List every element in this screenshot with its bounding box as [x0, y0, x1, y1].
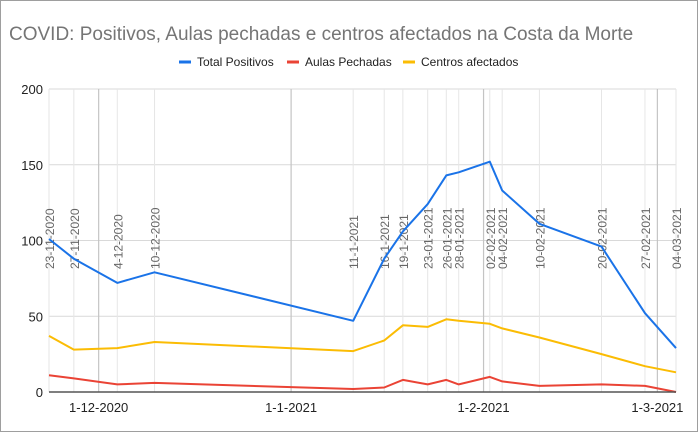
- chart-title: COVID: Positivos, Aulas pechadas e centr…: [9, 24, 633, 45]
- legend-label: Aulas Pechadas: [305, 55, 392, 69]
- y-tick-label: 50: [29, 309, 43, 324]
- x-tick-label: 1-12-2020: [69, 400, 128, 415]
- legend: Total Positivos Aulas Pechadas Centros afe…: [179, 55, 518, 69]
- point-label: 04-02-2021: [496, 207, 510, 269]
- point-label: 26-01-2021: [440, 207, 454, 269]
- point-label: 28-01-2021: [453, 207, 467, 269]
- point-label: 02-02-2021: [484, 207, 498, 269]
- y-tick-label: 0: [36, 385, 43, 400]
- point-label: 27-02-2021: [639, 207, 653, 269]
- legend-item[interactable]: Centros afectados: [403, 55, 518, 69]
- y-tick-label: 200: [21, 82, 43, 97]
- series-line-centros-afectados: [48, 318, 677, 374]
- point-label: 23-01-2021: [422, 207, 436, 269]
- point-label: 10-02-2021: [533, 207, 547, 269]
- axes: 0 50 100 150 200 1-12-2020 1-1-2021 1-2-2021 1-3…: [21, 82, 683, 415]
- series-lines: [48, 160, 677, 393]
- point-label: 04-03-2021: [670, 207, 684, 269]
- point-label: 19-1-2021: [397, 214, 411, 269]
- grid: [48, 88, 677, 393]
- point-label: 4-12-2020: [111, 214, 125, 269]
- point-label: 27-11-2020: [68, 208, 82, 269]
- x-tick-label: 1-1-2021: [265, 400, 317, 415]
- legend-label: Centros afectados: [421, 55, 518, 69]
- y-tick-label: 150: [21, 158, 43, 173]
- point-label: 16-1-2021: [378, 214, 392, 269]
- series-line-aulas-pechadas: [48, 374, 677, 393]
- x-tick-label: 1-3-2021: [631, 400, 683, 415]
- point-label: 20-02-2021: [596, 207, 610, 269]
- series-line-total-positivos: [48, 160, 677, 349]
- legend-item[interactable]: Aulas Pechadas: [287, 55, 392, 69]
- y-tick-label: 100: [21, 234, 43, 249]
- legend-item[interactable]: Total Positivos: [179, 55, 274, 69]
- legend-label: Total Positivos: [197, 55, 274, 69]
- point-label: 11-1-2021: [347, 215, 361, 269]
- x-tick-label: 1-2-2021: [458, 400, 510, 415]
- point-label: 10-12-2020: [149, 207, 163, 269]
- point-labels: 23-11-2020 27-11-2020 4-12-2020 10-12-2020 1…: [43, 207, 684, 269]
